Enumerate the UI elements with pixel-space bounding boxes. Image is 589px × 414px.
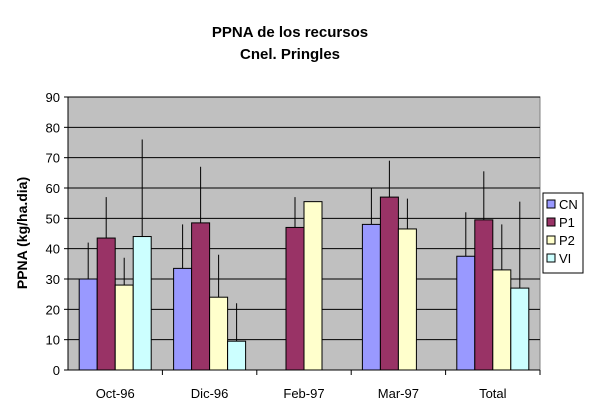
y-tick-label: 40	[46, 242, 60, 257]
y-tick-label: 20	[46, 302, 60, 317]
bar-vi-total	[510, 287, 530, 371]
y-tick-label: 70	[46, 151, 60, 166]
bar-p1-dic-96	[191, 222, 211, 371]
bar-p2-total	[492, 269, 512, 371]
bar-vi-oct-96	[132, 236, 152, 371]
y-tick-label: 60	[46, 181, 60, 196]
x-tick-label: Total	[479, 386, 507, 401]
bar-p2-dic-96	[209, 296, 229, 371]
legend-label-p1: P1	[559, 215, 575, 230]
legend-swatch-vi	[546, 253, 556, 263]
y-ticks: 0 10 20 30 40 50 60 70 80 90	[46, 90, 68, 378]
x-tick-label: Mar-97	[378, 386, 419, 401]
bar-p1-oct-96	[96, 237, 116, 371]
bar-cn-dic-96	[173, 267, 193, 371]
x-ticks: Oct-96 Dic-96 Feb-97 Mar-97 Total	[96, 370, 541, 401]
legend-swatch-p1	[546, 217, 556, 227]
y-tick-label: 90	[46, 90, 60, 105]
legend-label-vi: VI	[559, 251, 571, 266]
y-tick-label: 10	[46, 333, 60, 348]
bar-vi-dic-96	[227, 340, 247, 371]
bars	[78, 196, 530, 371]
bar-cn-oct-96	[78, 278, 98, 371]
legend-swatch-cn	[546, 199, 556, 209]
bar-p2-feb-97	[303, 201, 323, 371]
bar-p1-feb-97	[285, 226, 305, 371]
bar-cn-total	[456, 255, 476, 371]
y-tick-label: 80	[46, 120, 60, 135]
y-tick-label: 50	[46, 211, 60, 226]
legend-label-p2: P2	[559, 233, 575, 248]
chart-title-line-1: PPNA de los recursos	[212, 24, 368, 41]
y-axis-label: PPNA (kg/ha.dia)	[14, 177, 30, 289]
chart-title-line-2: Cnel. Pringles	[240, 46, 340, 63]
y-tick-label: 30	[46, 272, 60, 287]
bar-p1-total	[474, 219, 494, 371]
x-tick-label: Oct-96	[96, 386, 135, 401]
x-tick-label: Feb-97	[283, 386, 324, 401]
legend: CN P1 P2 VI	[542, 192, 584, 274]
bar-cn-mar-97	[361, 223, 381, 371]
legend-label-cn: CN	[559, 197, 578, 212]
x-tick-label: Dic-96	[191, 386, 229, 401]
bar-p2-oct-96	[114, 284, 134, 371]
bar-p1-mar-97	[379, 196, 399, 371]
bar-p2-mar-97	[397, 228, 417, 371]
legend-swatch-p2	[546, 235, 556, 245]
error-bars	[87, 139, 521, 342]
y-tick-label: 0	[53, 363, 60, 378]
